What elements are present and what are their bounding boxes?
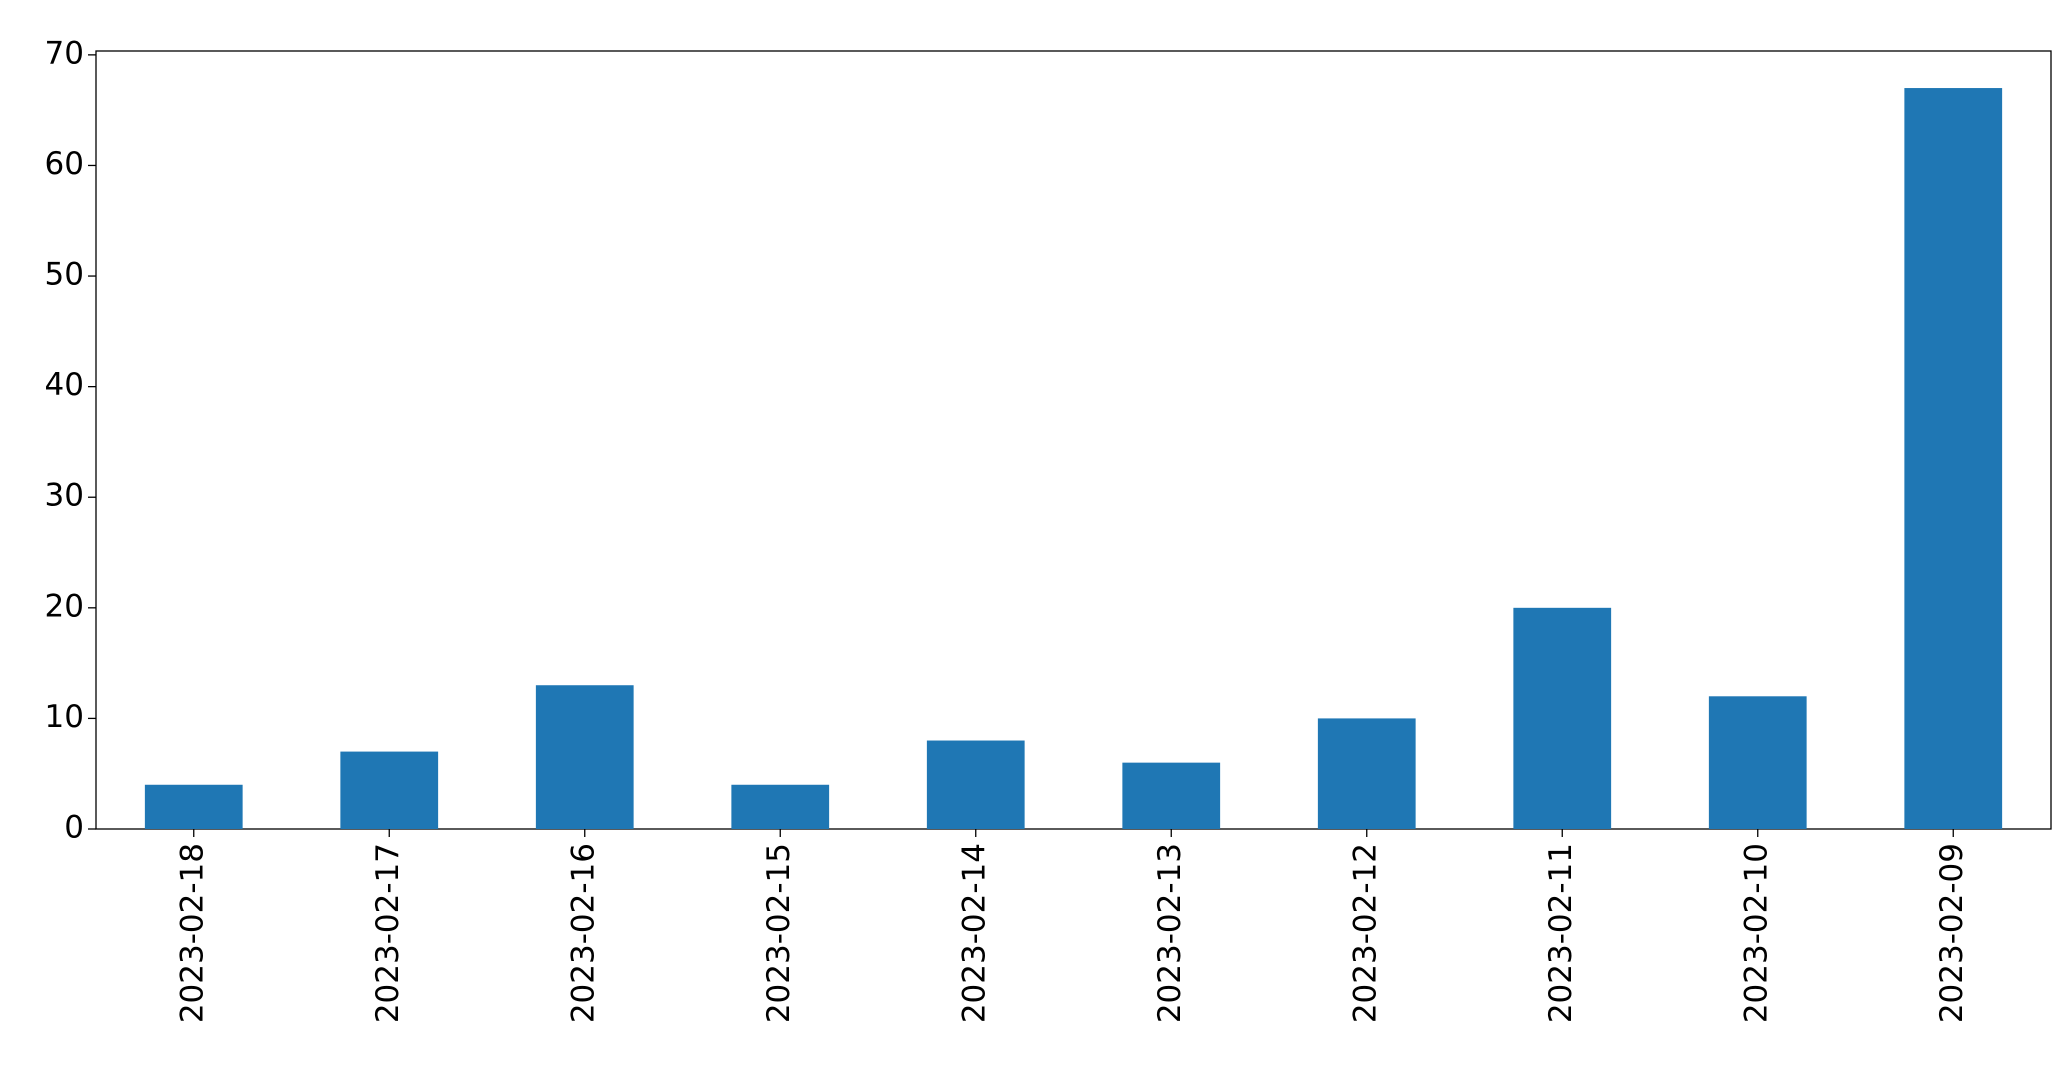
x-tick-label: 2023-02-15: [761, 843, 797, 1023]
x-tick-label: 2023-02-10: [1738, 843, 1774, 1023]
y-tick-label: 0: [64, 810, 84, 846]
bar: [926, 740, 1025, 829]
y-tick-label: 30: [45, 478, 84, 514]
bar: [731, 784, 830, 829]
bar: [1708, 696, 1807, 829]
plot-frame: [95, 50, 2052, 830]
bar: [535, 685, 634, 829]
y-tick-label: 70: [45, 35, 84, 71]
bar: [1904, 88, 2003, 830]
x-tick-label: 2023-02-11: [1543, 843, 1579, 1023]
bar: [1513, 607, 1612, 829]
y-tick-label: 10: [45, 699, 84, 735]
x-tick-label: 2023-02-18: [174, 843, 210, 1023]
x-tick-label: 2023-02-16: [565, 843, 601, 1023]
x-tick-label: 2023-02-13: [1152, 843, 1188, 1023]
y-tick-label: 20: [45, 588, 84, 624]
bar: [1122, 762, 1221, 829]
bar: [340, 751, 439, 829]
x-tick-label: 2023-02-17: [370, 843, 406, 1023]
x-tick-label: 2023-02-09: [1934, 843, 1970, 1023]
y-tick-label: 50: [45, 257, 84, 293]
x-tick-label: 2023-02-12: [1347, 843, 1383, 1023]
bar: [1317, 718, 1416, 829]
x-tick-label: 2023-02-14: [956, 843, 992, 1023]
y-tick-label: 60: [45, 146, 84, 182]
y-tick-label: 40: [45, 367, 84, 403]
bar: [144, 784, 243, 829]
